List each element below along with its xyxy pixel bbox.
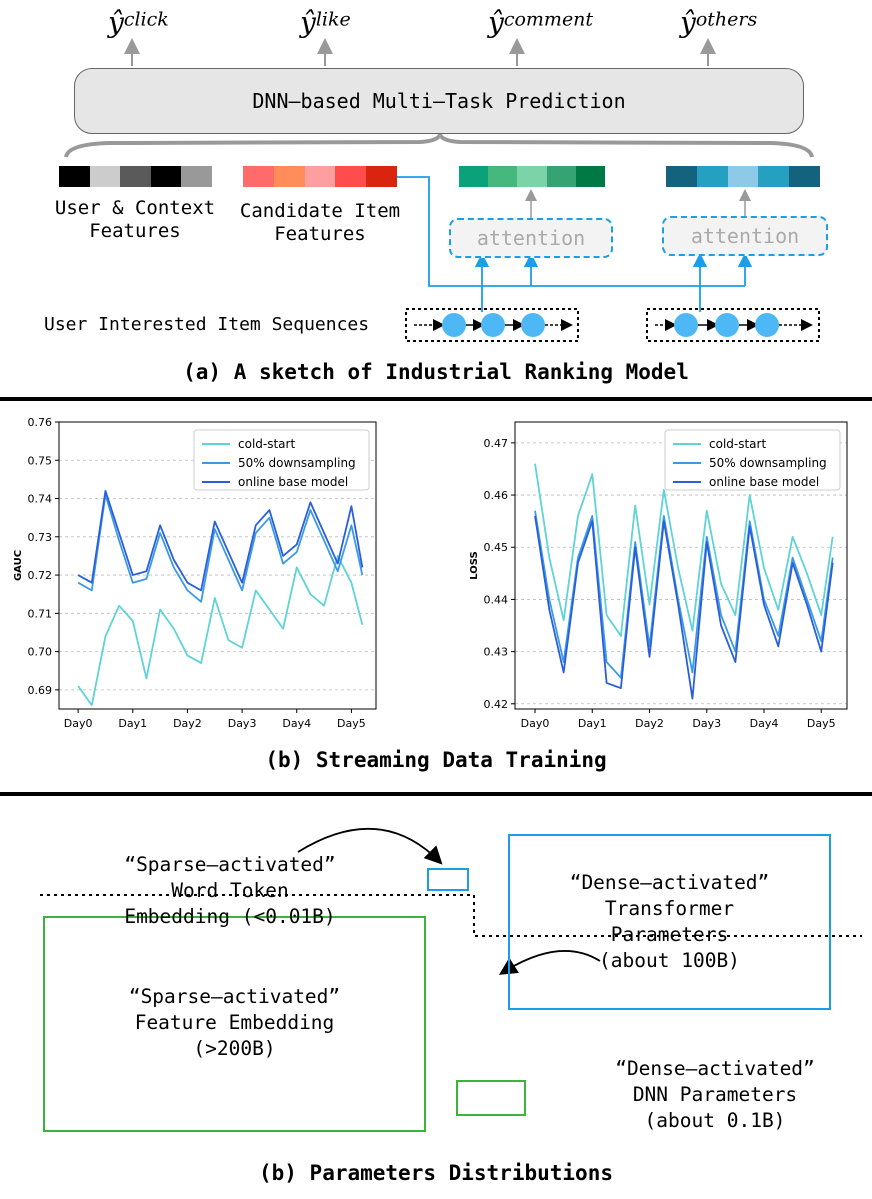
feature-brace xyxy=(64,130,814,158)
legend-label: online base model xyxy=(238,475,348,489)
sequence-feature-strip-teal xyxy=(666,166,820,187)
word-token-text: “Sparse–activated” Word Token Embedding … xyxy=(124,853,336,928)
y-tick-label: 0.47 xyxy=(484,437,509,450)
charts-svg: 0.76 0.75 0.74 0.73 0.72 0.71 0.70 0.69 Day0 Day1… xyxy=(13,416,848,730)
x-tick-label: Day3 xyxy=(228,717,257,730)
attention-box-2: attention xyxy=(662,216,828,256)
candidate-item-label: Candidate Item Features xyxy=(239,200,401,245)
dnn-params-box xyxy=(456,1080,526,1116)
x-tick-label: Day5 xyxy=(807,717,836,730)
dotted-divider xyxy=(40,894,862,937)
series-line-1 xyxy=(77,493,364,603)
plot-frame xyxy=(58,421,377,710)
sequence-feature-strip-green xyxy=(459,166,606,187)
y-tick-label: 0.44 xyxy=(484,593,509,606)
legend-box xyxy=(664,429,841,491)
item-sequence-1 xyxy=(405,308,579,342)
y-tick-label: 0.71 xyxy=(28,607,53,620)
item-sequence-2 xyxy=(646,308,820,342)
x-tick-label: Day4 xyxy=(750,717,779,730)
x-tick-label: Day1 xyxy=(118,717,147,730)
parameters-svg xyxy=(40,827,862,975)
x-tick-label: Day5 xyxy=(337,717,366,730)
legend-box xyxy=(193,429,370,491)
y-tick-label: 0.45 xyxy=(484,541,509,554)
y-tick-label: 0.42 xyxy=(484,698,509,711)
sequences-label: User Interested Item Sequences xyxy=(44,314,370,335)
candidate-item-feature-strip xyxy=(243,166,397,187)
x-tick-label: Day1 xyxy=(578,717,607,730)
output-others: ŷothers xyxy=(680,6,758,39)
caption-b: (b) Streaming Data Training xyxy=(265,748,607,772)
user-context-label: User & Context Features xyxy=(54,197,216,242)
feature-embedding-box xyxy=(43,916,426,1132)
series-line-2 xyxy=(534,515,834,700)
legend-label: cold-start xyxy=(709,437,766,451)
legend-label: cold-start xyxy=(238,437,295,451)
series-line-0 xyxy=(77,555,364,707)
caption-c: (b) Parameters Distributions xyxy=(258,1161,613,1185)
section-a-connectors xyxy=(64,38,820,342)
x-tick-label: Day2 xyxy=(173,717,202,730)
word-token-box xyxy=(427,868,469,891)
x-tick-label: Day4 xyxy=(282,717,311,730)
plot-frame xyxy=(514,421,848,710)
y-tick-label: 0.76 xyxy=(28,416,53,429)
user-context-feature-strip xyxy=(59,166,212,187)
gauc-chart: 0.76 0.75 0.74 0.73 0.72 0.71 0.70 0.69 Day0 Day1… xyxy=(13,416,377,730)
x-tick-label: Day2 xyxy=(635,717,664,730)
y-tick-label: 0.46 xyxy=(484,489,509,502)
feature-embedding-text: “Sparse–activated” Feature Embedding (>2… xyxy=(128,985,341,1060)
y-tick-label: 0.73 xyxy=(28,531,53,544)
y-tick-label: 0.70 xyxy=(28,646,53,659)
dnn-prediction-box: DNN–based Multi–Task Prediction xyxy=(74,68,804,134)
output-comment: ŷcomment xyxy=(488,6,594,39)
dnn-prediction-label: DNN–based Multi–Task Prediction xyxy=(252,89,626,113)
attention-box-1: attention xyxy=(449,218,613,258)
legend-label: online base model xyxy=(709,475,819,489)
loss-chart: 0.47 0.46 0.45 0.44 0.43 0.42 Day0 Day1 Day2 Day3… xyxy=(469,421,848,730)
divider-bottom xyxy=(0,792,872,796)
y-tick-label: 0.69 xyxy=(28,684,53,697)
y-tick-label: 0.43 xyxy=(484,646,509,659)
output-click: ŷclick xyxy=(108,6,169,39)
output-arrows xyxy=(124,38,716,66)
y-axis-label: LOSS xyxy=(469,551,480,579)
series-line-2 xyxy=(77,489,364,592)
candidate-query-line xyxy=(397,176,745,287)
transformer-text: “Dense–activated” Transformer Parameters… xyxy=(569,871,770,972)
x-tick-label: Day0 xyxy=(64,717,93,730)
transformer-box xyxy=(508,834,831,1010)
divider-top xyxy=(0,397,872,401)
y-tick-label: 0.74 xyxy=(28,493,53,506)
dnn-params-text: “Dense–activated” DNN Parameters (about … xyxy=(615,1057,815,1132)
y-axis-label: GAUC xyxy=(13,550,24,581)
x-tick-label: Day0 xyxy=(521,717,550,730)
word-token-arrow xyxy=(297,827,443,865)
x-tick-label: Day3 xyxy=(692,717,721,730)
output-like: ŷlike xyxy=(300,6,351,39)
caption-a: (a) A sketch of Industrial Ranking Model xyxy=(183,360,689,384)
y-tick-label: 0.75 xyxy=(28,454,53,467)
series-line-1 xyxy=(534,510,834,679)
series-line-0 xyxy=(534,463,834,637)
legend-label: 50% downsampling xyxy=(709,456,827,470)
y-tick-label: 0.72 xyxy=(28,569,53,582)
dnn-params-arrow xyxy=(498,950,601,975)
legend-label: 50% downsampling xyxy=(238,456,356,470)
